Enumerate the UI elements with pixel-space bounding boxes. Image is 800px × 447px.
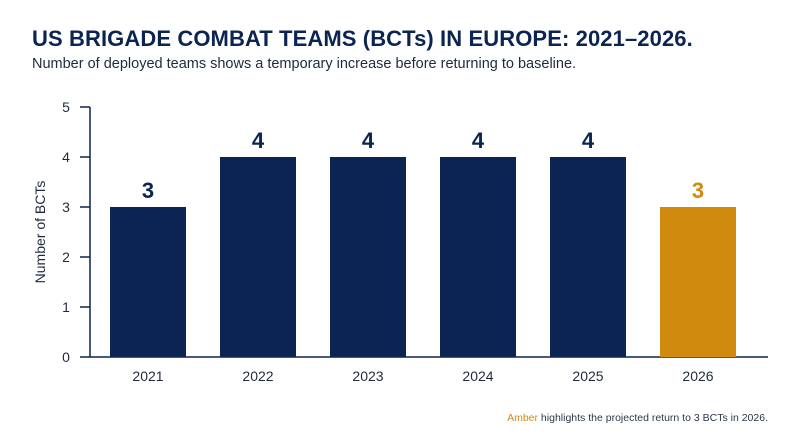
x-tick-label-2023: 2023 [352, 368, 383, 384]
y-tick-label: 2 [62, 249, 70, 265]
data-label-2025: 4 [582, 128, 595, 153]
data-label-2021: 3 [142, 178, 154, 203]
y-tick-label: 1 [62, 299, 70, 315]
y-tick-label: 5 [62, 99, 70, 115]
y-tick-label: 4 [62, 149, 70, 165]
x-tick-label-2026: 2026 [682, 368, 713, 384]
data-label-2022: 4 [252, 128, 265, 153]
bar-2026 [660, 207, 736, 357]
data-label-2023: 4 [362, 128, 375, 153]
x-tick-label-2024: 2024 [462, 368, 493, 384]
chart-subtitle: Number of deployed teams shows a tempora… [32, 56, 577, 72]
chart-title: US BRIGADE COMBAT TEAMS (BCTs) IN EUROPE… [32, 26, 693, 51]
data-label-2026: 3 [692, 178, 704, 203]
y-tick-label: 0 [62, 349, 70, 365]
footnote-highlight: Amber [507, 412, 539, 424]
y-tick-label: 3 [62, 199, 70, 215]
y-axis-label: Number of BCTs [32, 181, 48, 284]
bar-2022 [220, 157, 296, 357]
bar-2024 [440, 157, 516, 357]
x-tick-label-2021: 2021 [132, 368, 163, 384]
footnote: Amber highlights the projected return to… [507, 412, 768, 424]
bar-2021 [110, 207, 186, 357]
x-tick-label-2022: 2022 [242, 368, 273, 384]
data-label-2024: 4 [472, 128, 485, 153]
x-tick-label-2025: 2025 [572, 368, 603, 384]
bar-2023 [330, 157, 406, 357]
footnote-text: highlights the projected return to 3 BCT… [538, 412, 768, 424]
bar-2025 [550, 157, 626, 357]
